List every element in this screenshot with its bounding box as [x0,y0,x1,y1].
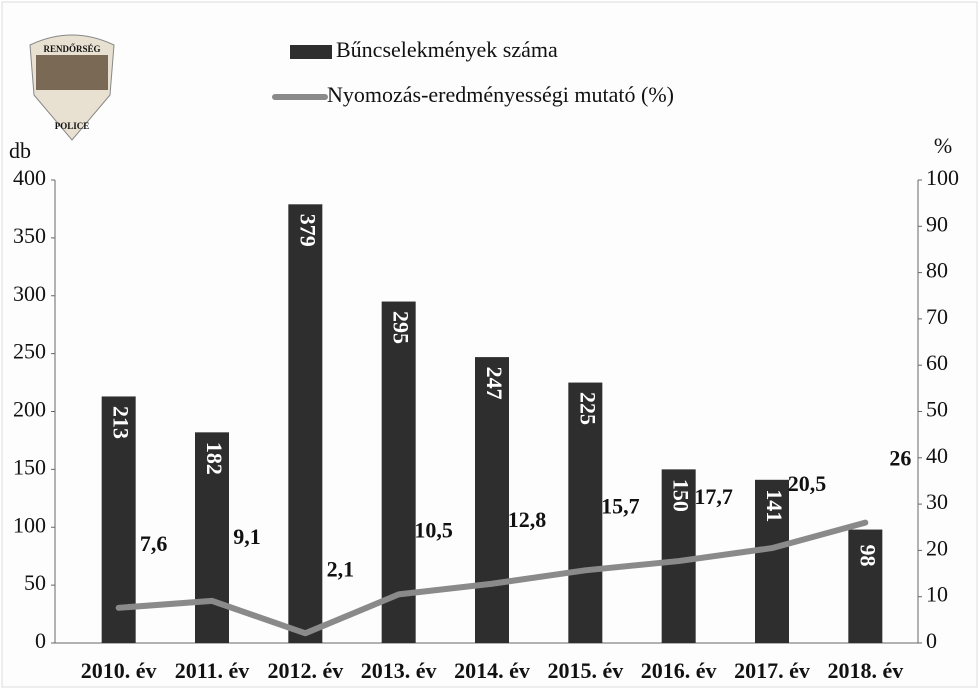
y2-tick-label: 80 [926,258,948,283]
x-tick-label: 2010. év [81,658,157,683]
legend-label: Bűncselekmények száma [336,37,558,62]
line-value-label: 12,8 [508,507,547,532]
x-tick-label: 2018. év [827,658,903,683]
bar-value-label: 150 [669,479,694,512]
bar-value-label: 182 [202,442,227,475]
line-value-label: 2,1 [327,556,355,581]
y2-tick-label: 30 [926,489,948,514]
line-value-label: 17,7 [694,484,733,509]
y-tick-label: 200 [13,397,46,422]
bar [288,204,322,643]
bar-value-label: 379 [295,214,320,247]
legend-swatch [290,45,332,59]
y2-tick-label: 50 [926,397,948,422]
y-tick-label: 400 [13,165,46,190]
bar-value-label: 225 [575,392,600,425]
x-tick-label: 2015. év [547,658,623,683]
y-tick-label: 50 [24,570,46,595]
y2-tick-label: 60 [926,350,948,375]
x-tick-label: 2014. év [454,658,530,683]
line-value-label: 20,5 [788,471,827,496]
y2-tick-label: 70 [926,304,948,329]
y2-tick-label: 90 [926,211,948,236]
logo-bottom: POLICE [55,121,90,131]
bar-value-label: 295 [389,311,414,344]
bar-value-label: 98 [855,545,880,567]
x-tick-label: 2013. év [361,658,437,683]
line-value-label: 10,5 [414,517,453,542]
chart: RENDŐRSÉG POLICE db % 050100150200250300… [0,0,979,689]
y2-tick-label: 100 [926,165,959,190]
y-tick-label: 150 [13,454,46,479]
x-tick-label: 2011. év [175,658,250,683]
y-tick-label: 250 [13,339,46,364]
line-value-label: 15,7 [601,493,640,518]
y2-axis-label: % [934,133,952,158]
line-value-label: 9,1 [233,524,261,549]
line-value-label: 7,6 [140,531,168,556]
y2-tick-label: 0 [926,628,937,653]
y2-tick-label: 10 [926,582,948,607]
y-axis-label: db [9,138,31,163]
x-tick-label: 2016. év [641,658,717,683]
logo-band [36,55,108,90]
x-tick-label: 2017. év [734,658,810,683]
y-tick-label: 350 [13,223,46,248]
x-tick-label: 2012. év [267,658,343,683]
y2-tick-label: 20 [926,535,948,560]
line-value-label: 26 [889,446,911,471]
y2-tick-label: 40 [926,443,948,468]
logo-top: RENDŐRSÉG [43,44,100,54]
y-tick-label: 300 [13,281,46,306]
y-tick-label: 0 [35,628,46,653]
bar-value-label: 213 [109,406,134,439]
bar-value-label: 141 [762,489,787,522]
bar-value-label: 247 [482,367,507,400]
bar [475,357,509,643]
y-tick-label: 100 [13,512,46,537]
legend-label: Nyomozás-eredményességi mutató (%) [327,82,674,107]
